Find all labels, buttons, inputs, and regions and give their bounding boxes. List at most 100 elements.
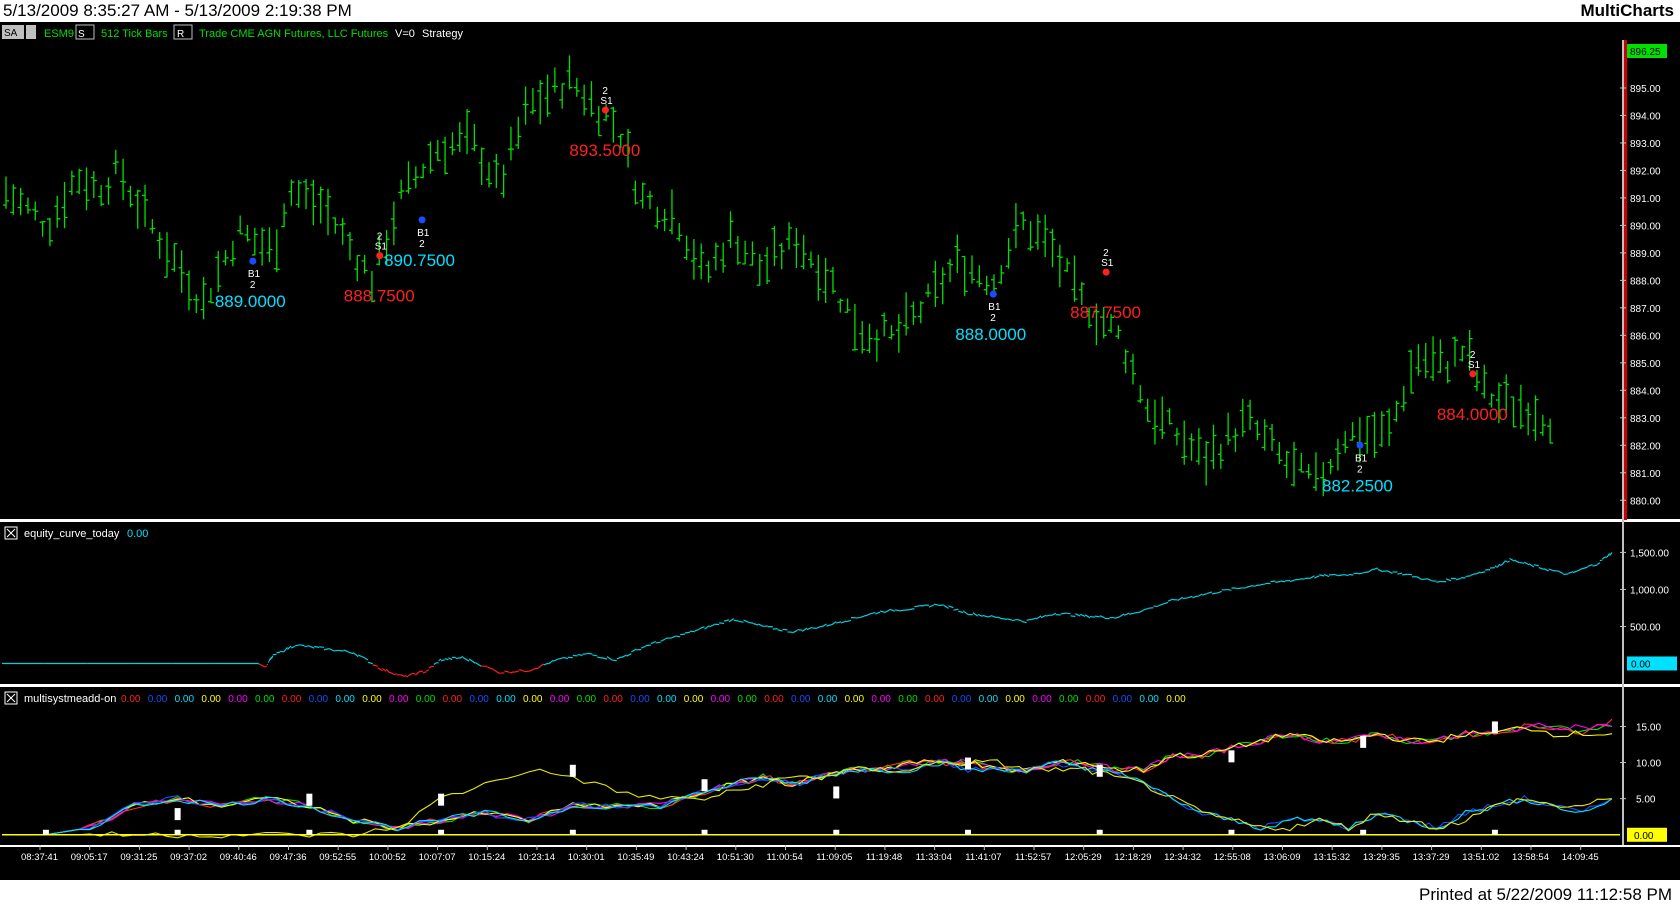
close-multisystem-icon[interactable]: [4, 691, 18, 705]
equity-curve-segment: [640, 645, 647, 649]
equity-curve-segment: [962, 610, 969, 615]
equity-curve-segment: [743, 619, 749, 623]
multisystem-header-values: 0.00 0.00 0.00 0.00 0.00 0.00 0.00 0.00 0.00 0.00…: [121, 694, 1186, 705]
price-bar: [46, 217, 53, 247]
time-tick-label: 10:23:14: [518, 852, 555, 863]
multisystem-header-value: 0.00: [871, 694, 891, 705]
multisystem-last-box: [1627, 827, 1667, 842]
price-bar: [1437, 339, 1444, 373]
equity-curve-segment: [1045, 614, 1052, 617]
price-bar: [83, 167, 90, 211]
price-bar: [1444, 361, 1451, 384]
multisystem-tick-label: 10.00: [1636, 759, 1661, 770]
range-button[interactable]: [173, 24, 193, 40]
price-bar: [881, 312, 888, 337]
price-panel[interactable]: 880.00 881.00 882.00 883.00 884.00 885.00 886.…: [3, 44, 1667, 507]
price-bar: [1005, 238, 1012, 269]
equity-last-box: [1627, 656, 1677, 671]
multisystem-panel[interactable]: multisystmeadd-on 0.00 0.00 0.00 0.00 0.00 0.…: [2, 691, 1667, 842]
price-bar: [1027, 221, 1034, 251]
equity-curve-segment: [1592, 564, 1598, 567]
equity-curve-segment: [816, 625, 822, 629]
equity-curve-segment: [1358, 572, 1364, 575]
equity-curve-segment: [1084, 614, 1091, 619]
multisystem-header-value: 0.00: [309, 694, 329, 705]
equity-curve-segment: [1138, 609, 1144, 614]
symbol-mode-button[interactable]: [2, 25, 24, 39]
equity-curve-segment: [699, 626, 705, 630]
equity-curve-segment: [1094, 615, 1100, 618]
multisystem-marker: [1096, 829, 1103, 835]
close-equity-icon[interactable]: [4, 526, 18, 540]
equity-curve-segment: [1533, 564, 1539, 567]
price-tick-label: 891.00: [1630, 194, 1661, 205]
price-bar: [493, 153, 500, 189]
price-tick-label: 888.00: [1630, 276, 1661, 287]
equity-curve-segment: [801, 627, 808, 632]
panel-divider-1[interactable]: [0, 519, 1680, 522]
equity-curve-segment: [719, 622, 725, 625]
multisystem-header-value: 0.00: [603, 694, 623, 705]
equity-curve-segment: [433, 662, 437, 666]
settings-button[interactable]: [75, 24, 95, 40]
price-bar: [1108, 313, 1115, 333]
price-bar: [837, 298, 844, 313]
equity-curve-segment: [709, 624, 715, 628]
price-bar: [947, 258, 954, 283]
equity-curve-segment: [904, 609, 910, 611]
bar-interval-label[interactable]: 512 Tick Bars: [101, 28, 168, 40]
equity-curve-segment: [357, 654, 364, 658]
equity-curve-segment: [670, 635, 676, 639]
equity-curve-segment: [440, 659, 445, 662]
equity-curve-segment: [314, 645, 320, 648]
price-bar: [1137, 385, 1144, 404]
symbol-label[interactable]: ESM9: [44, 28, 74, 40]
equity-curve-segment: [1011, 618, 1017, 622]
equity-curve-segment: [889, 608, 896, 612]
chart-toolbar: SA ESM9 S 512 Tick Bars R Trade CME AGN …: [2, 24, 463, 40]
equity-curve-segment: [997, 616, 1003, 620]
price-bar: [1342, 431, 1349, 453]
panel-divider-2[interactable]: [0, 684, 1680, 687]
equity-curve-segment: [792, 629, 798, 634]
printed-timestamp: Printed at 5/22/2009 11:12:58 PM: [1419, 885, 1672, 904]
equity-curve-segment: [290, 645, 295, 649]
price-bar: [273, 229, 280, 273]
price-bar: [90, 171, 97, 199]
price-bar: [500, 164, 507, 198]
price-bar: [134, 189, 141, 229]
price-bar: [522, 86, 529, 125]
equity-curve-segment: [1216, 590, 1222, 594]
price-bar: [888, 325, 895, 340]
equity-panel[interactable]: equity_curve_today 0.00 500.00 1,000.00 1,…: [2, 526, 1677, 678]
price-bar: [24, 197, 31, 214]
price-bar: [808, 251, 814, 269]
equity-curve-segment: [259, 663, 261, 666]
equity-curve-segment: [260, 664, 263, 666]
equity-curve-segment: [276, 651, 281, 654]
price-bar: [317, 186, 324, 224]
equity-curve-segment: [1455, 577, 1461, 581]
price-bar: [383, 230, 390, 266]
equity-curve-segment: [982, 614, 988, 618]
multisystem-header-value: 0.00: [1086, 694, 1106, 705]
multisystem-header-value: 0.00: [737, 694, 757, 705]
equity-curve-segment: [1319, 574, 1325, 577]
price-bar: [361, 254, 368, 274]
time-tick-label: 10:07:07: [419, 852, 456, 863]
equity-curve-segment: [1528, 563, 1535, 568]
price-bar: [412, 166, 419, 189]
price-bar: [756, 253, 763, 286]
symbol-dropdown-icon[interactable]: [26, 25, 36, 39]
trade-qty: 2: [1470, 350, 1476, 361]
equity-curve-segment: [431, 665, 434, 668]
equity-curve-segment: [928, 604, 935, 608]
equity-curve-segment: [352, 652, 359, 658]
equity-tick-label: 500.00: [1630, 622, 1661, 633]
chart-svg[interactable]: SA ESM9 S 512 Tick Bars R Trade CME AGN …: [0, 22, 1680, 880]
equity-curve-segment: [455, 657, 460, 660]
multisystem-marker: [306, 829, 313, 835]
price-bar: [1291, 441, 1297, 487]
chart-window[interactable]: SA ESM9 S 512 Tick Bars R Trade CME AGN …: [0, 22, 1680, 880]
equity-curve-segment: [1587, 564, 1593, 567]
